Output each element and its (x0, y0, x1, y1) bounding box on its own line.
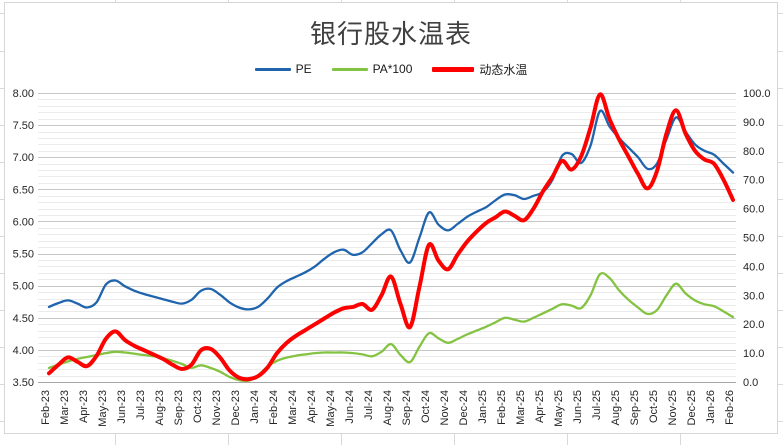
legend-line-swatch (254, 67, 291, 71)
x-axis-tick-label: Apr-23 (78, 390, 90, 423)
y-axis-left-tick-label: 7.50 (13, 120, 34, 132)
x-axis-tick-label: Oct-23 (192, 390, 204, 423)
x-axis-tick-label: Jul-23 (135, 390, 147, 420)
y-axis-right-tick-label: 70.0 (743, 175, 764, 187)
y-axis-left-tick-label: 5.50 (13, 249, 34, 261)
legend-item-water-temp[interactable]: 动态水温 (432, 61, 527, 78)
x-axis-tick-label: May-23 (97, 390, 109, 427)
y-axis-right-tick-label: 10.0 (743, 348, 764, 360)
y-axis-left-tick-label: 3.50 (13, 377, 34, 389)
x-axis-tick-label: Oct-24 (420, 390, 432, 423)
x-axis-tick-label: Dec-24 (458, 390, 470, 425)
y-axis-right-tick-label: 50.0 (743, 233, 764, 245)
legend-item-pe[interactable]: PE (254, 62, 312, 76)
x-axis-tick-label: Jan-25 (477, 390, 489, 424)
y-axis-right-tick-label: 100.0 (743, 88, 771, 100)
y-axis-left-tick-label: 4.50 (13, 313, 34, 325)
x-axis-tick-label: Feb-26 (724, 390, 736, 425)
x-axis-tick-label: Nov-23 (211, 390, 223, 425)
y-axis-right-tick-label: 0.0 (743, 377, 758, 389)
x-axis-tick-label: Mar-23 (59, 390, 71, 425)
y-axis-right-tick-label: 90.0 (743, 117, 764, 129)
y-axis-right-tick-label: 20.0 (743, 319, 764, 331)
x-axis-tick-label: Nov-25 (667, 390, 679, 425)
x-axis-tick-label: Feb-25 (496, 390, 508, 425)
x-axis-tick-label: Jul-25 (591, 390, 603, 420)
x-axis-tick-label: Jan-26 (705, 390, 717, 424)
x-axis-tick-label: Sep-24 (401, 390, 413, 425)
chart-title: 银行股水温表 (309, 19, 472, 49)
x-axis-tick-label: Nov-24 (439, 390, 451, 425)
legend-item-pa100[interactable]: PA*100 (331, 62, 413, 76)
y-axis-left-tick-label: 8.00 (13, 88, 34, 100)
x-axis-tick-label: Mar-25 (515, 390, 527, 425)
y-axis-left-tick-label: 6.50 (13, 184, 34, 196)
series-line-pa100 (47, 271, 735, 383)
y-axis-right-tick-label: 40.0 (743, 261, 764, 273)
x-axis-tick-label: Jun-25 (572, 390, 584, 424)
x-axis-tick-label: Mar-24 (287, 390, 299, 425)
chart-plot-area: 8.00 7.50 7.00 6.50 6.00 5.50 5.00 4.50 4.00 3.50… (13, 88, 771, 427)
y-axis-right-tick-label: 30.0 (743, 290, 764, 302)
x-axis-tick-label: May-24 (325, 390, 337, 427)
legend-line-swatch (432, 66, 475, 72)
y-axis-right-tick-label: 60.0 (743, 204, 764, 216)
x-axis-tick-label: Feb-23 (40, 390, 52, 425)
x-axis-tick-label: Apr-24 (306, 390, 318, 423)
legend-label: PA*100 (372, 62, 413, 76)
y-axis-left-tick-label: 6.00 (13, 216, 34, 228)
legend-line-swatch (331, 67, 368, 71)
y-axis-left-tick-label: 7.00 (13, 152, 34, 164)
chart-legend: PE PA*100 动态水温 (5, 60, 777, 78)
x-axis-tick-label: Dec-23 (230, 390, 242, 425)
x-axis-tick-label: Jun-24 (344, 390, 356, 424)
x-axis-tick-label: Aug-25 (610, 390, 622, 425)
x-axis-tick-label: May-25 (553, 390, 565, 427)
y-axis-left-tick-label: 5.00 (13, 281, 34, 293)
x-axis-tick-label: Aug-23 (154, 390, 166, 425)
y-axis-right-tick-label: 80.0 (743, 146, 764, 158)
x-axis-tick-label: Sep-25 (629, 390, 641, 425)
legend-label: 动态水温 (479, 62, 528, 77)
y-axis-left-tick-label: 4.00 (13, 345, 34, 357)
x-axis-tick-label: Apr-25 (534, 390, 546, 423)
legend-label: PE (295, 62, 312, 76)
x-axis-tick-label: Aug-24 (382, 390, 394, 425)
x-axis-tick-label: Jun-23 (116, 390, 128, 424)
x-axis-tick-label: Dec-25 (686, 390, 698, 425)
x-axis-tick-label: Jul-24 (363, 390, 375, 420)
x-axis-tick-label: Feb-24 (268, 390, 280, 425)
x-axis-tick-label: Oct-25 (648, 390, 660, 423)
x-axis-tick-label: Sep-23 (173, 390, 185, 425)
x-axis-tick-label: Jan-24 (249, 390, 261, 424)
series-line-water-temp (47, 92, 735, 382)
excel-chart-object[interactable]: 银行股水温表 PE PA*100 动态水温 8.00 7.50 7.00 6.50 6.00… (4, 2, 778, 434)
